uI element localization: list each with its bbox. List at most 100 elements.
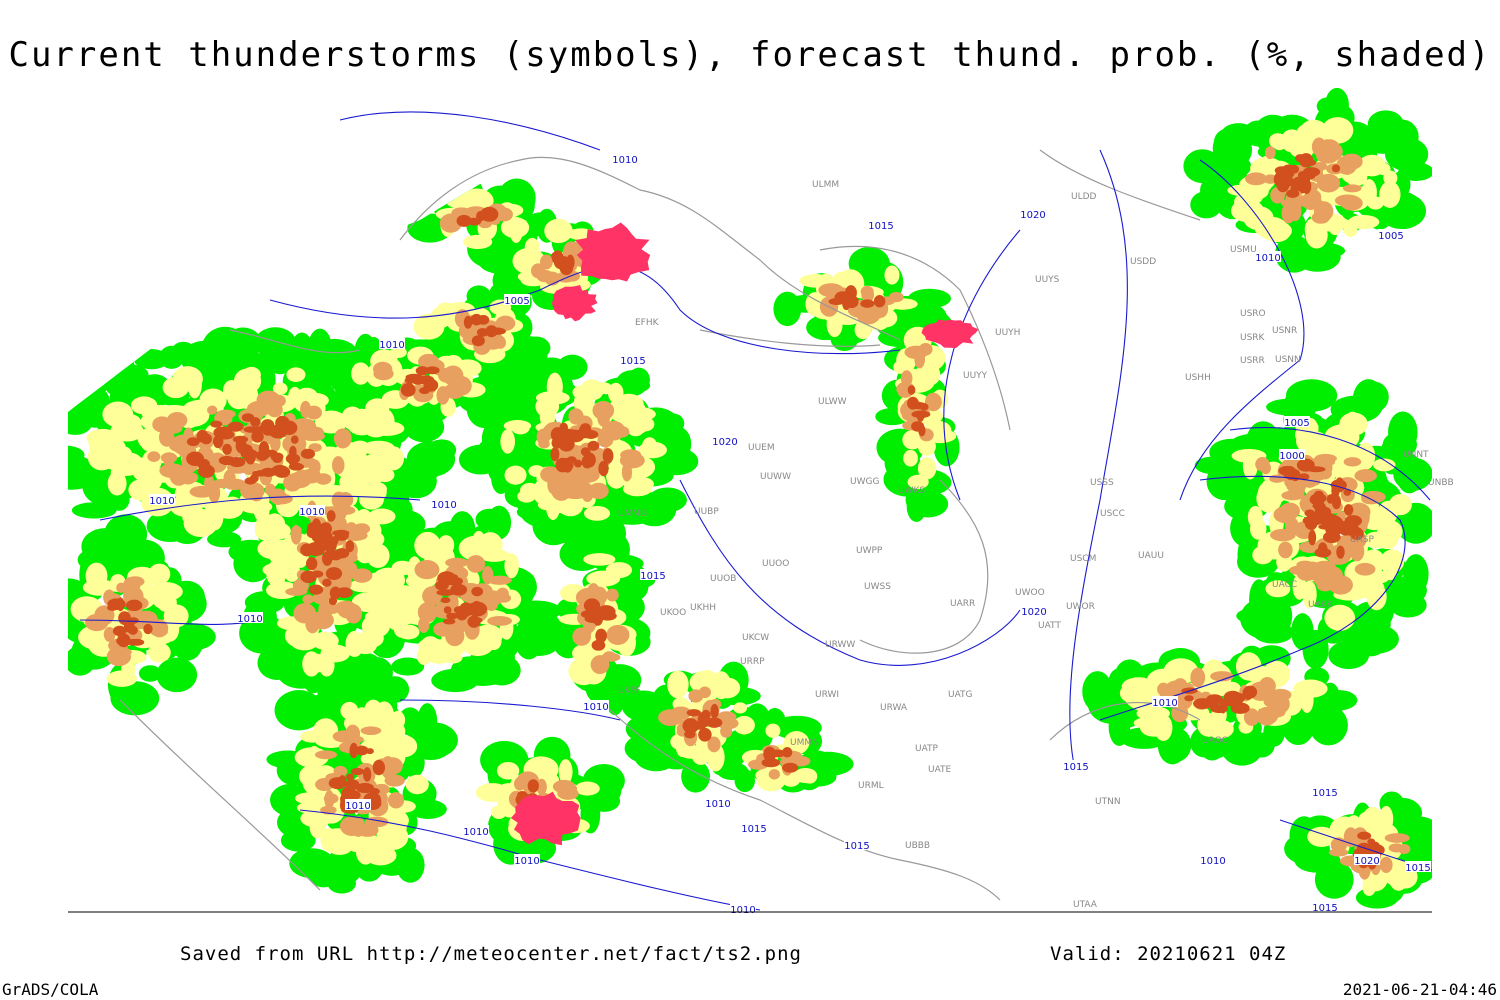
shade-cell bbox=[308, 584, 324, 595]
shade-cell bbox=[482, 566, 494, 585]
station-label: UARR bbox=[950, 599, 975, 609]
station-label: UATG bbox=[948, 690, 973, 700]
shade-cell bbox=[396, 847, 425, 883]
shade-cell bbox=[148, 563, 171, 585]
shade-cell bbox=[339, 471, 364, 493]
isobar-label: 1020 bbox=[712, 437, 737, 448]
shade-cell bbox=[306, 524, 318, 538]
shade-cell bbox=[588, 482, 609, 500]
title: Current thunderstorms (symbols), forecas… bbox=[8, 35, 1491, 75]
station-label: UACC bbox=[1272, 580, 1297, 590]
shade-cell bbox=[351, 816, 365, 837]
shade-cell bbox=[156, 657, 198, 693]
shade-cell bbox=[102, 401, 134, 428]
shade-cell bbox=[86, 428, 120, 448]
station-label: UUWW bbox=[760, 472, 791, 482]
shade-cell bbox=[1340, 195, 1363, 211]
shade-cell bbox=[363, 699, 384, 726]
shade-cell bbox=[245, 448, 256, 465]
shade-cell bbox=[255, 450, 269, 461]
shade-cell bbox=[333, 428, 352, 449]
shade-cell bbox=[362, 767, 372, 782]
station-label: UAUU bbox=[1138, 551, 1164, 561]
shade-cell bbox=[280, 829, 316, 852]
shade-cell bbox=[1387, 576, 1427, 605]
station-label: USNN bbox=[1275, 355, 1301, 365]
shade-cell bbox=[437, 571, 457, 586]
station-label: UKOO bbox=[660, 608, 686, 618]
shade-cell bbox=[595, 628, 607, 643]
shade-cell bbox=[443, 652, 463, 664]
shade-cell bbox=[884, 265, 900, 285]
isobar-label: 1010 bbox=[379, 340, 404, 351]
shade-cell bbox=[326, 549, 338, 561]
station-label: UBBB bbox=[905, 841, 930, 851]
shade-cell bbox=[1212, 131, 1239, 166]
shade-cell bbox=[511, 421, 530, 435]
station-label: UMMN bbox=[790, 738, 819, 748]
shade-cell bbox=[1231, 699, 1243, 709]
station-label: UAOO bbox=[1202, 736, 1229, 746]
shade-cell bbox=[322, 578, 332, 587]
shade-cell bbox=[286, 367, 306, 382]
shade-cell bbox=[567, 429, 578, 442]
shade-cell bbox=[128, 625, 138, 635]
shade-cell bbox=[290, 435, 299, 444]
shade-cell bbox=[147, 642, 171, 663]
shade-cell bbox=[1273, 506, 1297, 524]
shade-cell bbox=[734, 768, 756, 793]
shade-cell bbox=[168, 623, 216, 651]
shade-cell bbox=[406, 441, 456, 477]
station-label: UKHH bbox=[690, 603, 716, 613]
shade-cell bbox=[632, 491, 677, 527]
shade-cell bbox=[147, 451, 161, 462]
shade-cell bbox=[1313, 201, 1334, 222]
shade-cell bbox=[514, 617, 544, 660]
shade-cell bbox=[335, 601, 354, 615]
shade-cell bbox=[584, 505, 611, 521]
shade-cell bbox=[514, 336, 543, 353]
probability-field bbox=[68, 88, 1432, 909]
shade-cell bbox=[1301, 561, 1323, 579]
isobar-label: 1010 bbox=[149, 496, 174, 507]
shade-cell bbox=[1379, 805, 1394, 833]
shade-cell bbox=[468, 601, 488, 617]
shade-cell bbox=[302, 594, 314, 605]
shade-cell bbox=[583, 598, 601, 613]
shade-cell bbox=[658, 709, 683, 726]
station-label: ULMM bbox=[812, 180, 839, 190]
shade-cell bbox=[556, 435, 569, 449]
shade-cell bbox=[592, 401, 615, 420]
shade-cell bbox=[1343, 504, 1354, 516]
station-label: USSS bbox=[1090, 478, 1114, 488]
shade-cell bbox=[418, 638, 446, 652]
shade-cell bbox=[112, 625, 127, 637]
shade-cell bbox=[326, 510, 336, 522]
shade-cell bbox=[186, 451, 205, 466]
shade-cell bbox=[397, 624, 420, 640]
shade-cell bbox=[475, 508, 504, 531]
shade-cell bbox=[487, 615, 513, 626]
shade-cell bbox=[305, 557, 318, 571]
shade-cell bbox=[334, 505, 356, 515]
shade-cell bbox=[356, 548, 373, 564]
shade-cell bbox=[436, 589, 456, 596]
shade-cell bbox=[418, 616, 430, 633]
station-label: UATT bbox=[1038, 621, 1061, 631]
station-label: EFHK bbox=[635, 318, 660, 328]
shade-cell bbox=[1354, 562, 1376, 576]
shade-cell bbox=[187, 370, 202, 399]
shade-cell bbox=[368, 508, 396, 525]
shade-cell bbox=[137, 466, 163, 493]
station-label: UAKK bbox=[1308, 600, 1334, 610]
shade-cell bbox=[477, 314, 490, 325]
shade-cell bbox=[162, 376, 190, 399]
isobar-label: 1005 bbox=[504, 296, 529, 307]
shade-cell bbox=[208, 482, 221, 504]
shade-cell bbox=[143, 623, 153, 635]
station-label: UUYY bbox=[963, 371, 988, 381]
shade-cell bbox=[495, 336, 506, 349]
shade-cell bbox=[480, 206, 499, 222]
station-label: USMU bbox=[1230, 245, 1257, 255]
